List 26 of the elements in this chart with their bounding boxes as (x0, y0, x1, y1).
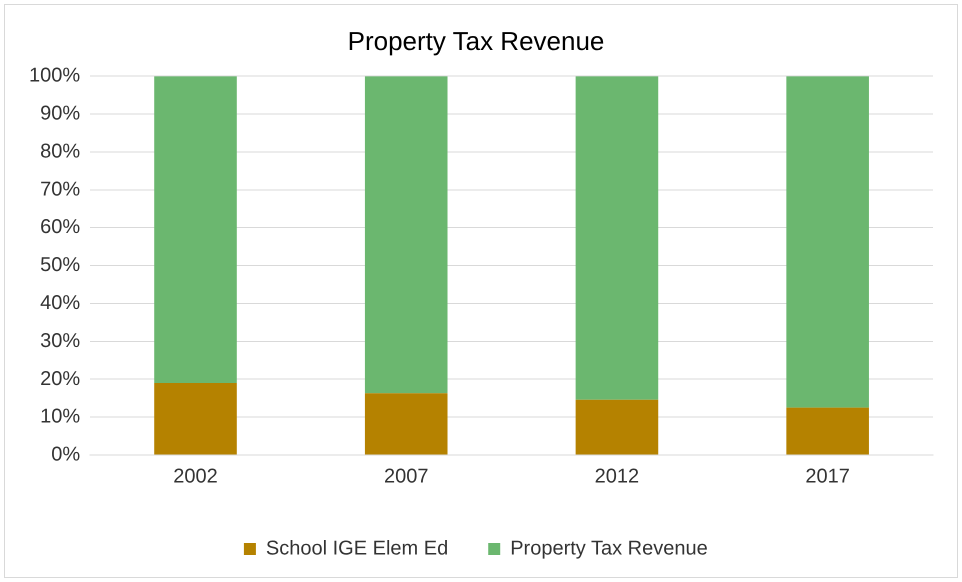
x-tick-label: 2007 (384, 466, 428, 488)
y-tick-label: 0% (51, 444, 80, 466)
x-tick-label: 2012 (594, 466, 640, 488)
y-tick-label: 10% (40, 406, 80, 428)
y-tick-label: 20% (40, 368, 80, 390)
bar (786, 408, 869, 454)
y-tick-label: 30% (40, 330, 80, 352)
bar (786, 76, 869, 408)
legend-label: Property Tax Revenue (510, 538, 708, 560)
x-tick-label: 2002 (173, 466, 218, 488)
bar (364, 393, 448, 454)
bar (576, 400, 658, 454)
y-tick-label: 60% (40, 216, 80, 238)
y-tick-label: 40% (40, 292, 80, 314)
x-tick-label: 2017 (805, 466, 850, 488)
y-tick-label: 70% (40, 178, 80, 200)
bar (154, 383, 237, 454)
bar (364, 76, 448, 394)
y-tick-label: 100% (28, 64, 80, 87)
y-tick-label: 50% (40, 254, 80, 276)
chart-title: Property Tax Revenue (348, 26, 604, 56)
bar (576, 76, 658, 400)
bar (154, 76, 237, 384)
legend-label: School IGE Elem Ed (266, 538, 448, 560)
y-tick-label: 90% (40, 102, 80, 125)
y-tick-label: 80% (40, 140, 80, 162)
